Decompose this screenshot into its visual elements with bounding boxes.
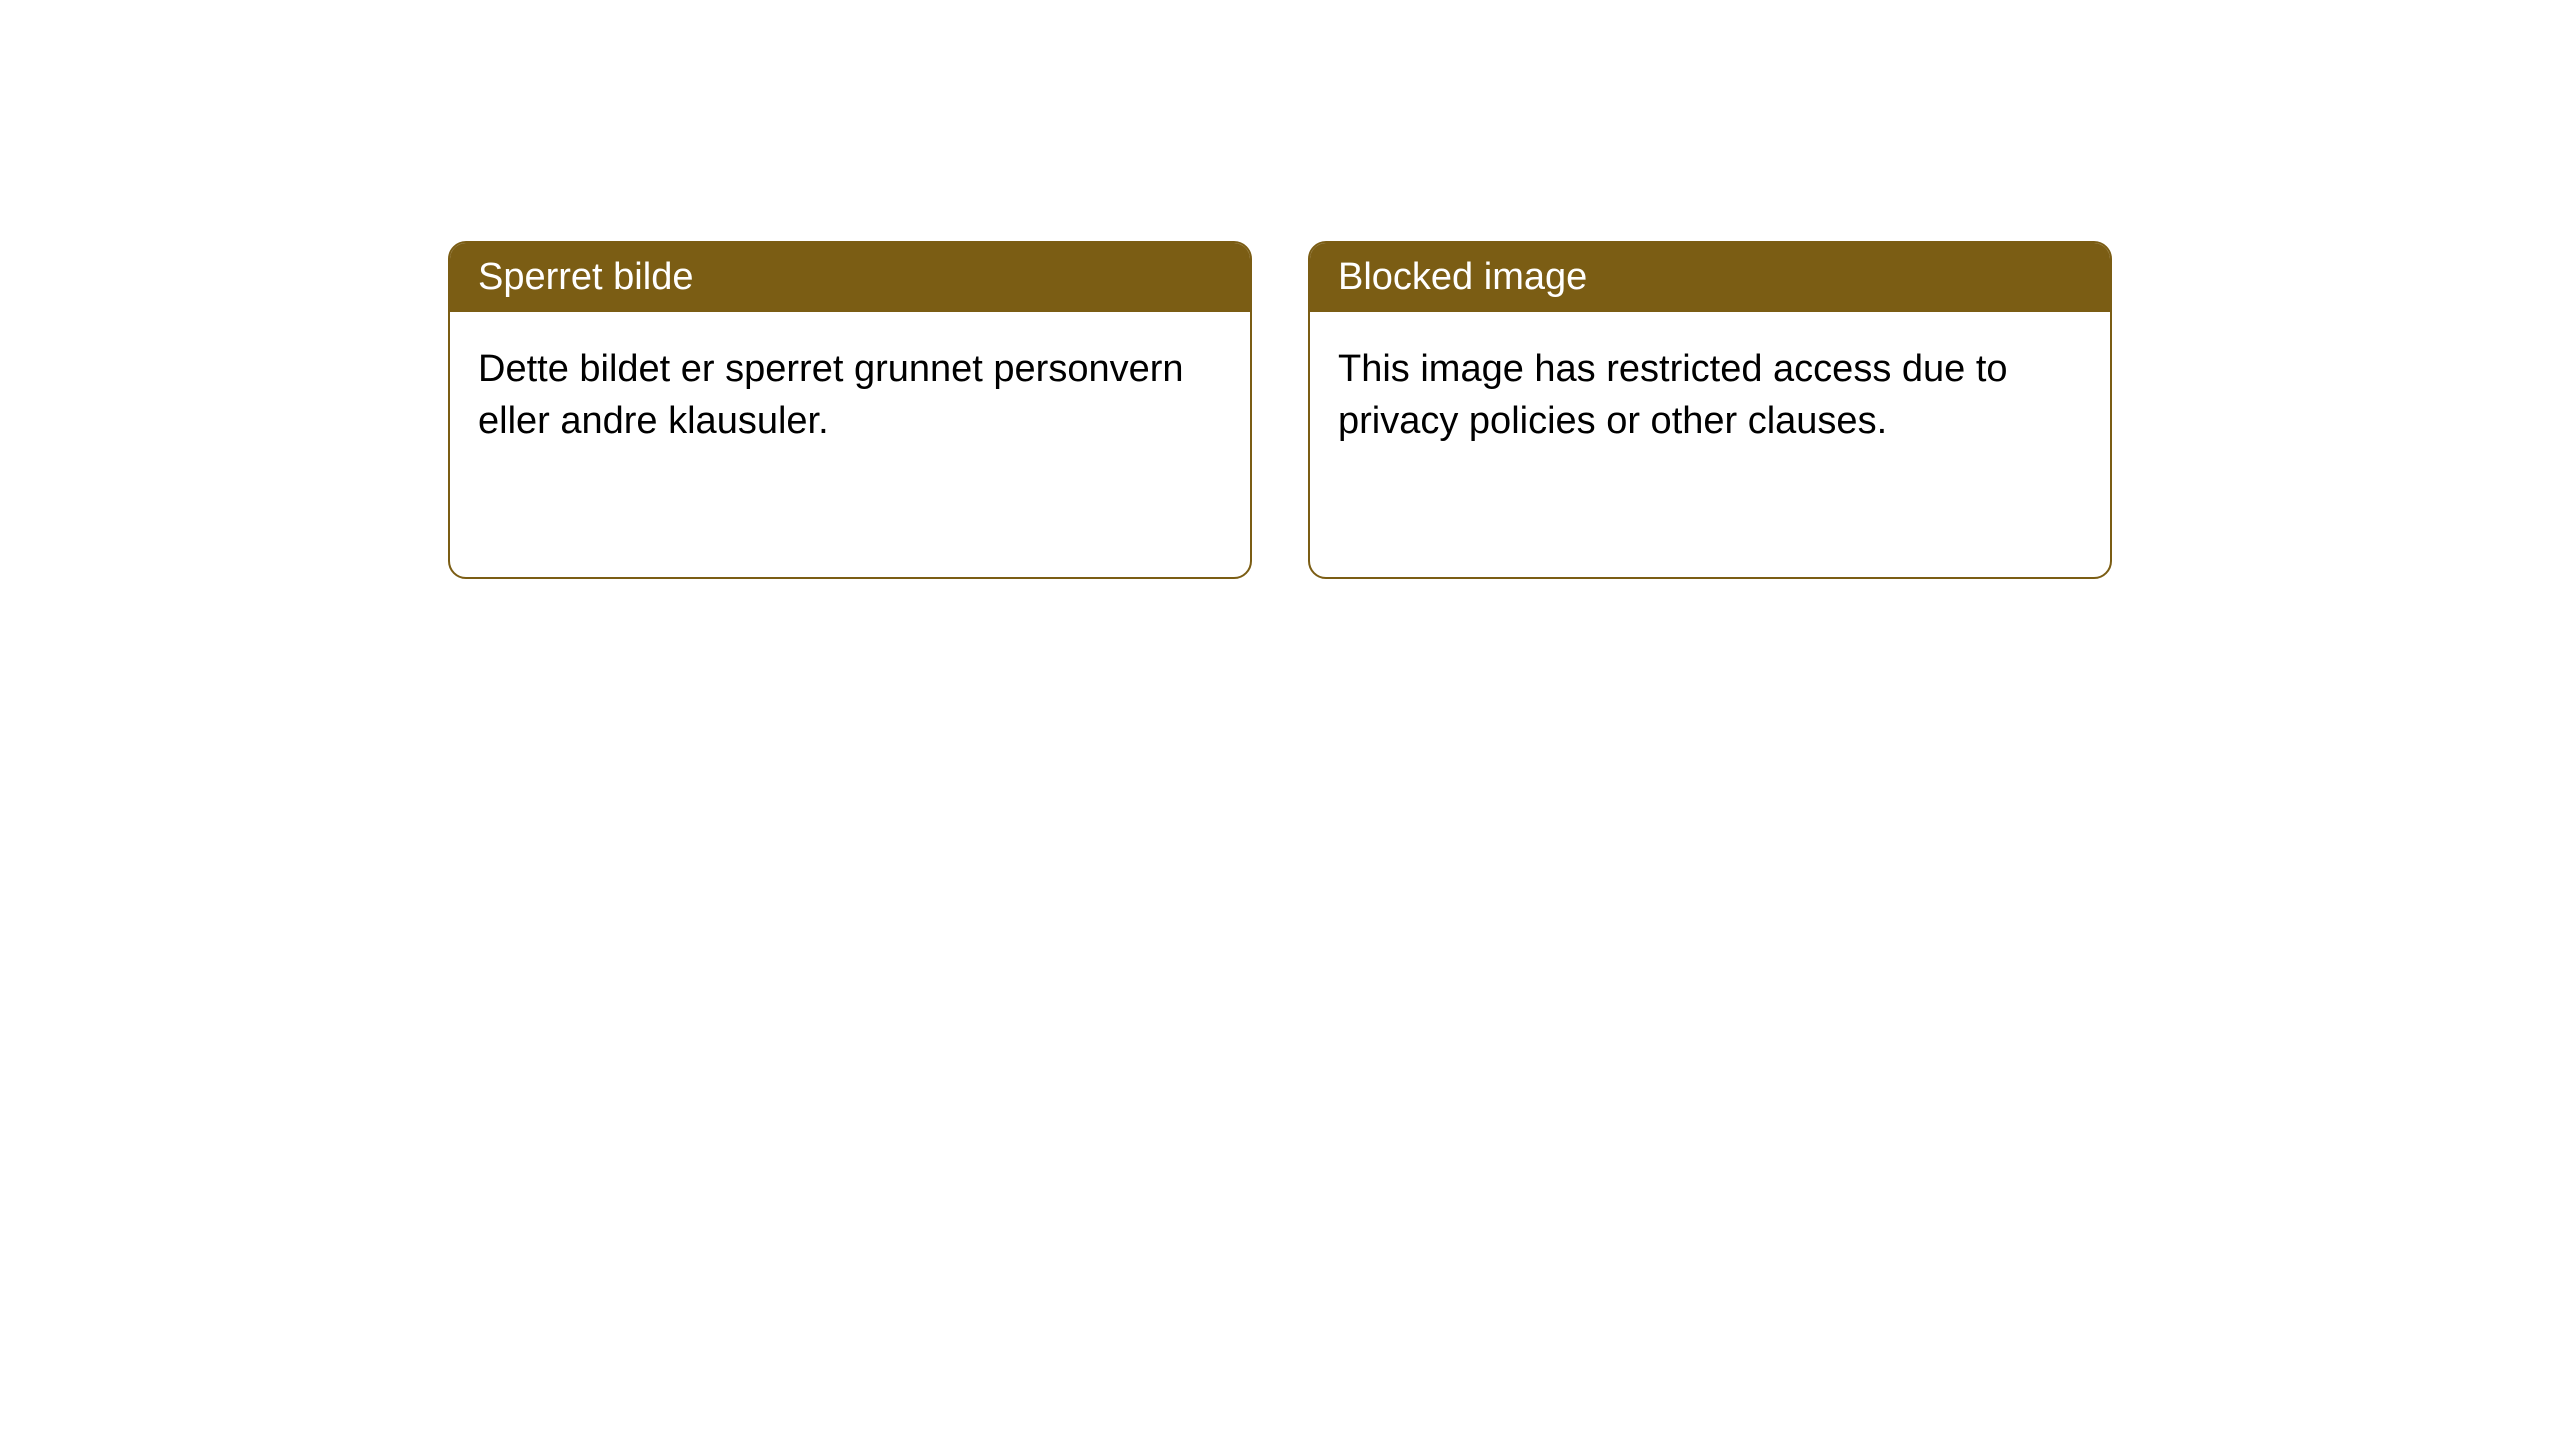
card-body: Dette bildet er sperret grunnet personve… xyxy=(450,312,1250,479)
card-title: Sperret bilde xyxy=(478,256,693,298)
card-title: Blocked image xyxy=(1338,256,1587,298)
card-body-text: This image has restricted access due to … xyxy=(1338,348,2008,441)
card-header: Blocked image xyxy=(1310,243,2110,312)
card-header: Sperret bilde xyxy=(450,243,1250,312)
card-body-text: Dette bildet er sperret grunnet personve… xyxy=(478,348,1184,441)
cards-container: Sperret bilde Dette bildet er sperret gr… xyxy=(448,241,2112,579)
card-body: This image has restricted access due to … xyxy=(1310,312,2110,479)
blocked-image-card-en: Blocked image This image has restricted … xyxy=(1308,241,2112,579)
blocked-image-card-no: Sperret bilde Dette bildet er sperret gr… xyxy=(448,241,1252,579)
